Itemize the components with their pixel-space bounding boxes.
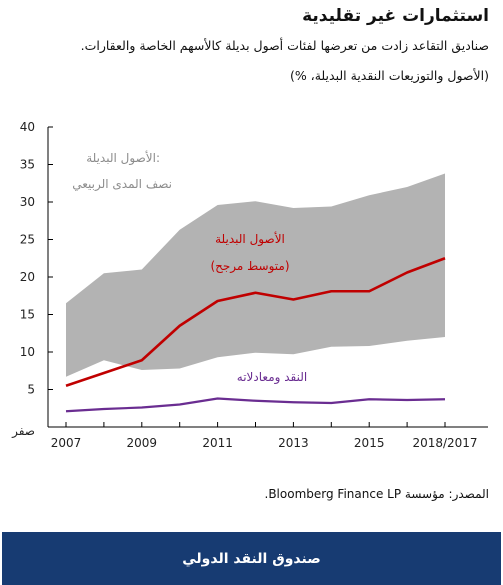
x-tick-label: 2018/2017 [412,436,477,450]
x-tick-label: 2011 [202,436,233,450]
y-tick-label: 20 [20,270,35,284]
y-tick-label: 30 [20,195,35,209]
series-line-2 [65,397,446,413]
band-label-line1: الأصول البديلة: [86,150,160,166]
red-series-label-line1: الأصول البديلة [215,231,285,247]
y-tick-label: 15 [20,308,35,322]
chart-unit-note: (الأصول والتوزيعات النقدية البديلة، %) [289,68,489,83]
y-tick-label: 25 [20,233,35,247]
red-series-label-line2: (متوسط مرجح) [210,259,289,274]
footer-label: صندوق النقد الدولي [182,550,321,567]
footer-banner: صندوق النقد الدولي [2,532,501,585]
y-tick-label: 35 [20,158,35,172]
iqr-band [66,173,445,377]
chart-area: صفر 5 10 15 20 25 30 35 40 2007 2009 2011 2013 2015 20… [11,120,488,450]
x-tick-label: 2015 [354,436,385,450]
source-note: المصدر: مؤسسة Bloomberg Finance LP. [264,487,490,501]
y-tick-label: صفر [11,424,35,439]
series-line-1 [65,257,446,387]
y-tick-label: 5 [27,383,35,397]
x-tick-label: 2009 [127,436,158,450]
y-tick-label: 10 [20,345,35,359]
x-tick-label: 2007 [51,436,82,450]
plot-group: صفر 5 10 15 20 25 30 35 40 2007 2009 2011 2013 2015 20… [11,120,488,450]
chart-title: استثمارات غير تقليدية [302,6,489,26]
y-tick-label: 40 [20,120,35,134]
purple-series-label: النقد ومعادلاته [237,370,307,385]
x-tick-label: 2013 [278,436,309,450]
band-label-line2: نصف المدى الربيعي [72,177,172,192]
chart-subtitle: صناديق التقاعد زادت من تعرضها لفئات أصول… [80,38,489,53]
